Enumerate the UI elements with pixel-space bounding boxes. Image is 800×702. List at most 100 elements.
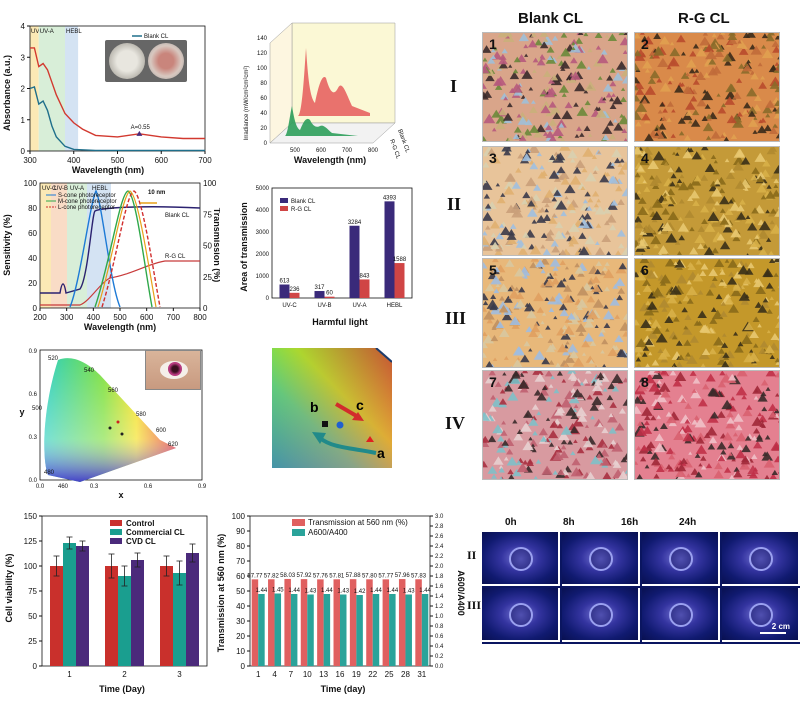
cie-ytick-2: 0.6 xyxy=(29,392,38,398)
eye-photo-0-0 xyxy=(482,532,560,586)
stb-val-t-10: 57.83 xyxy=(411,573,427,579)
stb-bar-r-6 xyxy=(356,595,363,666)
viability-svg: 0255075100125150123ControlCommercial CLC… xyxy=(0,508,215,697)
stb-y2tick-15: 3.0 xyxy=(435,514,444,520)
stb-cat-9: 28 xyxy=(401,670,410,679)
sens-y2tick-2: 50 xyxy=(203,242,212,251)
irr-ytick-4: 80 xyxy=(260,81,267,87)
stb-y2tick-6: 1.2 xyxy=(435,604,444,610)
bar-1-0 xyxy=(315,291,325,298)
stb-val-r-4: 1.44 xyxy=(321,588,333,594)
via-bar-0-1 xyxy=(63,543,76,666)
eye-photo-0-1 xyxy=(562,532,640,586)
irr-ytick-0: 0 xyxy=(264,141,268,147)
cie-ytick-1: 0.3 xyxy=(29,435,38,441)
stb-y2tick-2: 0.4 xyxy=(435,644,444,650)
irr-ytick-1: 20 xyxy=(260,126,267,132)
stb-y2tick-11: 2.2 xyxy=(435,554,444,560)
stb-cat-0: 1 xyxy=(256,670,261,679)
cie-wl-600: 600 xyxy=(156,428,167,434)
bar-legend-1: R-G CL xyxy=(291,207,312,213)
via-bar-1-0 xyxy=(105,566,118,666)
eye-photo-1-0 xyxy=(482,588,560,642)
bar-ytick-3: 3000 xyxy=(256,230,270,236)
bar-cat-0: UV-C xyxy=(282,303,297,309)
transmission-area-svg: 010002000300040005000613236UV-C31760UV-B… xyxy=(240,182,420,330)
sens-xtick-1: 300 xyxy=(60,313,74,322)
stb-val-t-2: 58.03 xyxy=(280,573,296,579)
sensitivity-chart: UV-C UV-B UV-A HEBL 10 nm Blank CL R-G C… xyxy=(0,175,220,335)
stb-bar-r-7 xyxy=(373,594,380,666)
via-ytick-0: 0 xyxy=(33,662,38,671)
abs-band-label-1: UV-A xyxy=(40,29,54,35)
sens-xtick-0: 200 xyxy=(33,313,47,322)
stb-cat-5: 16 xyxy=(336,670,345,679)
ishihara-tile-1: 1 xyxy=(482,32,628,142)
stb-y2tick-12: 2.4 xyxy=(435,544,444,550)
cie-xtick-0: 0.0 xyxy=(36,484,45,490)
irradiance-ylabel: Irradiance (mW/cm²cm²cm²) xyxy=(244,66,250,141)
cie-wl-480: 480 xyxy=(44,470,55,476)
cie-wl-540: 540 xyxy=(84,368,95,374)
cie-wl-520: 520 xyxy=(48,356,59,362)
stb-ytick-8: 80 xyxy=(236,542,245,551)
header-blank-cl: Blank CL xyxy=(518,10,583,27)
stb-ytick-1: 10 xyxy=(236,647,245,656)
eye-photo-0-2 xyxy=(642,532,720,586)
sens-xtick-2: 400 xyxy=(87,313,101,322)
absorbance-xlabel: Wavelength (nm) xyxy=(72,165,144,175)
abs-marker xyxy=(136,131,142,136)
sens-y2tick-3: 75 xyxy=(203,210,212,219)
stb-val-r-7: 1.44 xyxy=(370,588,382,594)
stb-cat-2: 7 xyxy=(289,670,294,679)
stb-bar-r-9 xyxy=(405,595,412,667)
ishihara-tile-2: 2 xyxy=(634,32,780,142)
bar-0-0 xyxy=(280,285,290,298)
stb-val-t-7: 57.80 xyxy=(362,573,378,579)
sens-ytick-2: 40 xyxy=(28,254,37,263)
abs-ytick-2: 2 xyxy=(21,85,26,94)
via-legend-0: Control xyxy=(126,519,154,528)
eye-photo-grid: 2 cm xyxy=(482,532,800,644)
ishihara-tile-5: 5 xyxy=(482,258,628,368)
bar-value-2-1: 843 xyxy=(359,273,370,279)
label-c: c xyxy=(356,397,364,413)
eye-row-label-0: II xyxy=(467,548,476,563)
stb-val-t-8: 57.77 xyxy=(378,573,394,579)
stb-cat-7: 22 xyxy=(368,670,377,679)
stb-bar-r-10 xyxy=(422,594,429,666)
stb-bar-r-8 xyxy=(389,594,396,666)
cie-xlabel: x xyxy=(118,490,123,500)
time-label-8h: 8h xyxy=(563,517,575,528)
stb-bar-r-0 xyxy=(258,594,265,666)
row-label-iv: IV xyxy=(445,413,465,434)
scale-bar xyxy=(760,632,786,634)
stb-val-t-4: 57.76 xyxy=(313,573,329,579)
scale-label: 2 cm xyxy=(772,622,790,631)
sensitivity-svg: UV-C UV-B UV-A HEBL 10 nm Blank CL R-G C… xyxy=(0,175,220,335)
stb-val-r-5: 1.43 xyxy=(337,589,349,595)
via-ytick-4: 100 xyxy=(24,562,38,571)
stb-val-r-9: 1.43 xyxy=(403,589,415,595)
via-bar-2-0 xyxy=(160,566,173,666)
via-legend-2: CVD CL xyxy=(126,537,156,546)
cie-chart: 520 540 560 580 500 600 620 480 460 0.00… xyxy=(0,342,215,502)
stability-chart: 01020304050607080901000.00.20.40.60.81.0… xyxy=(215,508,465,697)
stb-cat-3: 10 xyxy=(303,670,312,679)
tile-number: 2 xyxy=(641,36,649,52)
sens-xtick-6: 800 xyxy=(193,313,207,322)
abs-band-1 xyxy=(39,26,65,151)
absorbance-ylabel: Absorbance (a.u.) xyxy=(2,55,12,131)
cie-wl-620: 620 xyxy=(168,442,179,448)
bar-ytick-5: 5000 xyxy=(256,186,270,192)
row-label-iii: III xyxy=(445,308,466,329)
sens-xtick-3: 500 xyxy=(113,313,127,322)
band-label-uva: UV-A xyxy=(70,186,84,192)
bar-cat-1: UV-B xyxy=(317,303,331,309)
stb-val-r-0: 1.44 xyxy=(256,588,268,594)
bar-ylabel: Area of transmission xyxy=(240,202,249,292)
stb-val-t-9: 57.96 xyxy=(395,573,411,579)
via-legend-1: Commercial CL xyxy=(126,528,185,537)
irradiance-svg: 020406080100120140500600700800 Wavelengt… xyxy=(240,18,415,178)
transmission-ylabel: Transmission (%) xyxy=(212,208,220,283)
